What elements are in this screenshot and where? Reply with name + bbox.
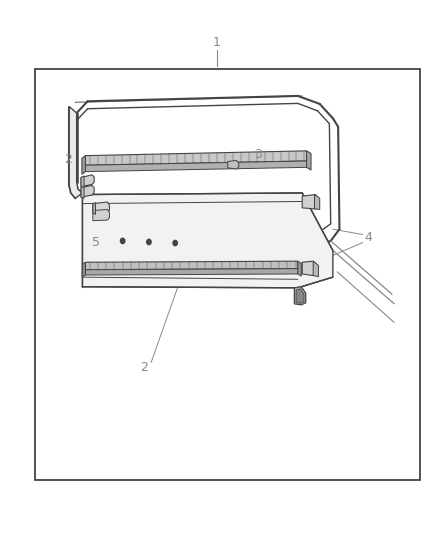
Polygon shape [82, 262, 85, 277]
Polygon shape [81, 176, 84, 188]
Polygon shape [314, 195, 320, 209]
Text: 4: 4 [364, 231, 372, 244]
Circle shape [173, 240, 177, 246]
Polygon shape [302, 261, 318, 276]
Polygon shape [228, 160, 239, 169]
Polygon shape [93, 209, 110, 221]
Text: 2: 2 [64, 154, 72, 166]
Polygon shape [298, 261, 301, 276]
Polygon shape [69, 107, 82, 198]
Polygon shape [82, 193, 333, 288]
Text: 2: 2 [141, 361, 148, 374]
Polygon shape [82, 156, 85, 174]
Circle shape [120, 238, 125, 244]
Polygon shape [85, 151, 307, 165]
Polygon shape [81, 175, 94, 187]
Polygon shape [85, 269, 298, 275]
Polygon shape [81, 185, 94, 197]
Text: 3: 3 [254, 148, 262, 161]
Circle shape [147, 239, 151, 245]
Polygon shape [302, 195, 319, 209]
Polygon shape [313, 261, 318, 277]
Polygon shape [85, 161, 307, 172]
Text: 1: 1 [213, 36, 221, 49]
Polygon shape [294, 287, 306, 305]
Polygon shape [307, 151, 311, 170]
Text: 5: 5 [92, 236, 100, 249]
Polygon shape [93, 203, 95, 214]
Polygon shape [81, 187, 84, 198]
Polygon shape [85, 261, 298, 270]
Bar [35, 69, 420, 480]
Polygon shape [93, 202, 110, 213]
Polygon shape [296, 289, 304, 303]
